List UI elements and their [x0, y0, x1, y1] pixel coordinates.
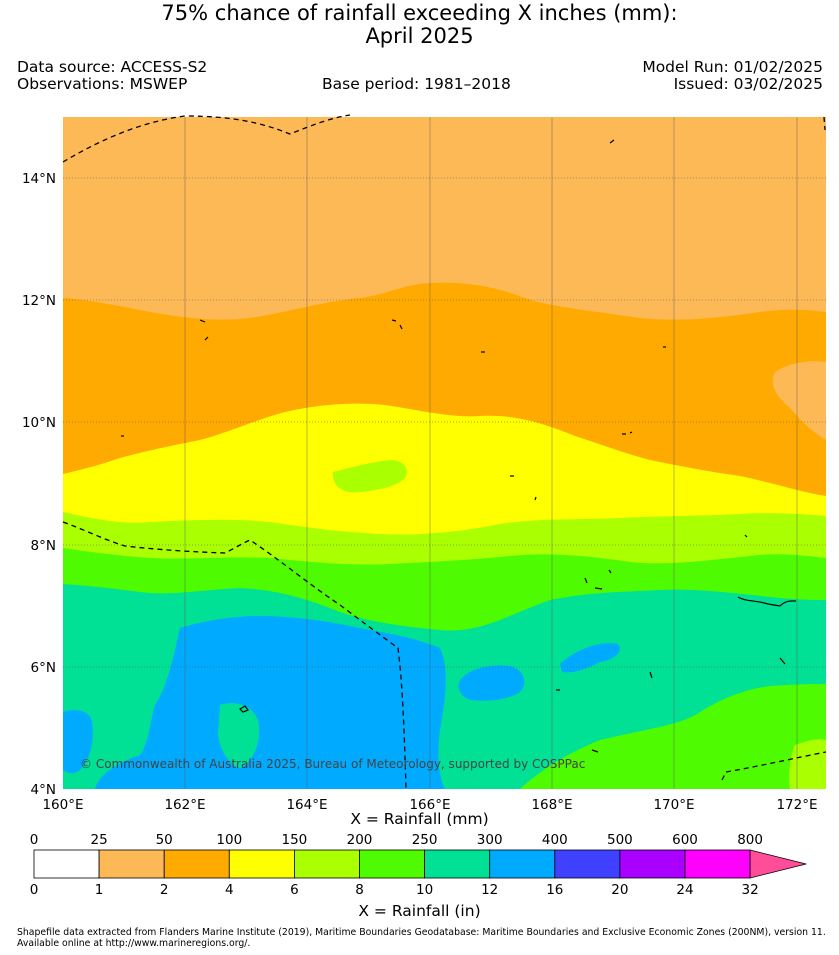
latitude-axis: 14°N 12°N 10°N 8°N 6°N 4°N	[22, 171, 56, 798]
footer-line-2: Available online at http://www.marinereg…	[17, 938, 251, 949]
island	[391, 319, 403, 330]
colorbar-in-label: 1	[95, 882, 104, 898]
colorbar-in-label: 10	[416, 882, 433, 898]
rainfall-band-6-8in-blob	[332, 460, 407, 493]
colorbar-in-label: 6	[290, 882, 299, 898]
colorbar-swatch	[554, 849, 621, 879]
colorbar-in-label: 20	[611, 882, 628, 898]
rainfall-band-6-8in-southeast	[789, 739, 826, 789]
colorbar-mm-label: 500	[607, 832, 633, 848]
colorbar-swatch	[684, 849, 751, 879]
island	[199, 319, 206, 323]
rainfall-band-12-16in-blob	[458, 665, 525, 701]
longitude-tick-label: 172°E	[776, 797, 817, 813]
colorbar-swatch	[424, 849, 491, 879]
colorbar-swatch	[619, 849, 686, 879]
chart-title: 75% chance of rainfall exceeding X inche…	[0, 2, 839, 48]
boundary-north	[62, 114, 351, 163]
colorbar-swatch	[163, 849, 230, 879]
colorbar-mm-label: 0	[30, 832, 39, 848]
colorbar-in-label: 12	[481, 882, 498, 898]
island	[591, 749, 599, 753]
islands	[121, 139, 797, 753]
colorbar-in-label: 32	[742, 882, 759, 898]
data-source: Data source: ACCESS-S2	[17, 58, 208, 76]
island	[534, 496, 537, 501]
boundary-northeast	[823, 116, 826, 131]
longitude-tick-label: 170°E	[653, 797, 694, 813]
colorbar-mm-label: 600	[672, 832, 698, 848]
colorbar-mm-label: 150	[282, 832, 308, 848]
colorbar-swatch	[489, 849, 556, 879]
rainfall-band-10-12in-inner	[218, 703, 260, 768]
latitude-tick-label: 12°N	[22, 293, 56, 309]
colorbar-in-label: 16	[546, 882, 563, 898]
boundary-west	[62, 521, 407, 790]
colorbar-mm-label: 400	[542, 832, 568, 848]
colorbar-swatch	[359, 849, 425, 879]
colorbar-in-label: 8	[355, 882, 364, 898]
colorbar-swatch	[228, 849, 295, 879]
longitude-tick-label: 162°E	[164, 797, 205, 813]
observations: Observations: MSWEP	[17, 75, 188, 93]
colorbar-in-label: 4	[225, 882, 234, 898]
colorbar-extend-arrow	[749, 849, 807, 879]
issued-date: Issued: 03/02/2025	[673, 75, 823, 93]
rainfall-band-1-2in-pocket	[772, 361, 826, 440]
latitude-tick-label: 4°N	[31, 782, 56, 798]
colorbar-mm-label: 800	[737, 832, 763, 848]
map-gridlines	[63, 117, 826, 789]
colorbar-mm-label: 50	[156, 832, 173, 848]
longitude-tick-label: 164°E	[286, 797, 327, 813]
footer-line-1: Shapefile data extracted from Flanders M…	[17, 927, 826, 938]
colorbar-in-label: 0	[30, 882, 39, 898]
boundary-southeast	[721, 751, 827, 781]
rainfall-field	[63, 117, 826, 789]
colorbar-mm-label: 300	[477, 832, 503, 848]
colorbar-in-title: X = Rainfall (in)	[358, 902, 481, 920]
longitude-tick-label: 160°E	[42, 797, 83, 813]
island	[608, 569, 612, 574]
rainfall-band-12-16in-blob-2	[560, 643, 620, 673]
rainfall-band-12-16in-west	[63, 710, 93, 774]
model-run: Model Run: 01/02/2025	[642, 58, 823, 76]
island	[737, 596, 797, 607]
title-line-2: April 2025	[365, 24, 474, 48]
colorbar-mm-title: X = Rainfall (mm)	[350, 810, 489, 828]
title-line-1: 75% chance of rainfall exceeding X inche…	[161, 1, 678, 25]
colorbar-mm-label: 25	[91, 832, 108, 848]
colorbar-mm-label: 100	[216, 832, 242, 848]
longitude-tick-label: 166°E	[409, 797, 450, 813]
colorbar-mm-label: 250	[412, 832, 438, 848]
colorbar-in-label: 2	[160, 882, 169, 898]
longitude-tick-label: 168°E	[531, 797, 572, 813]
island	[609, 139, 615, 144]
latitude-tick-label: 8°N	[31, 538, 56, 554]
colorbar-swatch	[293, 849, 360, 879]
footer-credit: Shapefile data extracted from Flanders M…	[17, 927, 826, 949]
longitude-axis: 160°E 162°E 164°E 166°E 168°E 170°E 172°E	[42, 797, 817, 813]
island	[584, 577, 603, 590]
island	[779, 657, 786, 665]
colorbar-swatch	[98, 849, 165, 879]
base-period: Base period: 1981–2018	[322, 75, 511, 93]
island	[744, 534, 748, 538]
latitude-tick-label: 10°N	[22, 415, 56, 431]
colorbar-in-label: 24	[676, 882, 693, 898]
rainfall-band-8-10in-southeast	[520, 684, 826, 789]
colorbar-mm-label: 200	[347, 832, 373, 848]
island	[204, 336, 209, 341]
copyright-notice: © Commonwealth of Australia 2025, Bureau…	[80, 757, 586, 771]
rainfall-band-12-16in	[95, 616, 446, 789]
island	[649, 671, 653, 679]
colorbar-swatch	[33, 849, 100, 879]
latitude-tick-label: 6°N	[31, 660, 56, 676]
island	[622, 431, 633, 435]
latitude-tick-label: 14°N	[22, 171, 56, 187]
island	[239, 705, 249, 713]
maritime-boundaries	[62, 114, 827, 790]
